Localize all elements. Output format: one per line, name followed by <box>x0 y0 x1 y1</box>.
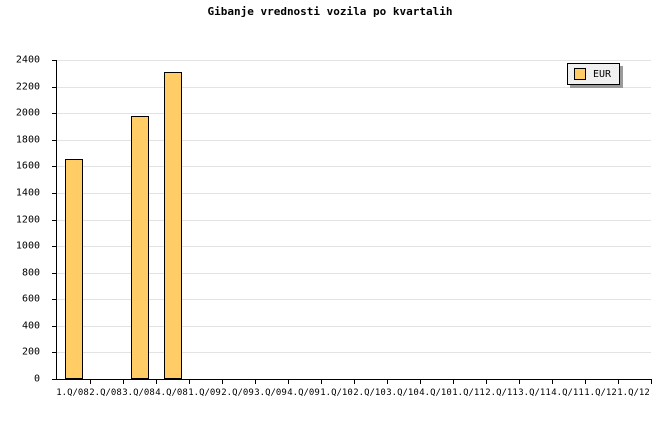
x-axis-tick-label: 4.Q/09 <box>287 388 320 398</box>
x-axis-tick <box>618 379 619 384</box>
chart-legend[interactable]: EUR <box>567 63 621 85</box>
x-axis-tick <box>90 379 91 384</box>
y-axis-tick-label: 1600 <box>15 160 40 172</box>
y-axis-tick <box>52 325 57 327</box>
x-axis-tick <box>387 379 388 384</box>
y-axis-tick-label: 2400 <box>15 54 40 66</box>
x-axis-tick <box>321 379 322 384</box>
y-axis-tick-label: 600 <box>21 293 40 305</box>
x-axis-tick-label: 1.Q/11 <box>452 388 485 398</box>
x-axis-tick <box>585 379 586 384</box>
x-axis-tick-label: 4.Q/10 <box>419 388 452 398</box>
y-axis-tick-label: 1200 <box>15 214 40 225</box>
y-axis-tick <box>52 86 57 88</box>
x-axis-tick <box>156 379 157 384</box>
bar[interactable] <box>163 71 182 379</box>
gridline <box>57 352 651 354</box>
x-axis-tick-label: 2.Q/10 <box>353 388 386 398</box>
x-axis-tick-label: 1.Q/09 <box>188 388 221 398</box>
y-axis-tick <box>52 219 57 221</box>
y-axis-tick <box>52 139 57 141</box>
bar[interactable] <box>64 159 83 379</box>
gridline <box>57 246 651 248</box>
x-axis-tick <box>420 379 421 384</box>
gridline <box>57 219 651 221</box>
legend-swatch-eur <box>574 68 586 80</box>
gridline <box>57 299 651 301</box>
plot-area <box>52 60 652 384</box>
y-axis-tick-label: 1400 <box>15 187 40 199</box>
x-axis-tick-label: 1.Q/12 <box>584 388 617 398</box>
x-axis-tick-label: 2.Q/11 <box>485 388 518 398</box>
y-axis-tick <box>52 192 57 194</box>
bar[interactable] <box>130 116 149 379</box>
y-axis-tick <box>52 113 57 115</box>
y-axis-tick-label: 800 <box>21 267 40 279</box>
x-axis-tick <box>288 379 289 384</box>
x-axis-tick <box>651 379 652 384</box>
x-axis-tick-label: 3.Q/08 <box>122 388 155 398</box>
x-axis-tick-label: 2.Q/08 <box>89 388 122 398</box>
x-axis-tick-label: 1.Q/12 <box>617 388 650 398</box>
x-axis-tick-label: 3.Q/10 <box>386 388 419 398</box>
y-axis-tick <box>52 379 57 380</box>
gridline <box>57 272 651 274</box>
x-axis-tick <box>486 379 487 384</box>
gridline <box>57 325 651 327</box>
y-axis-tick <box>52 60 57 61</box>
x-axis-tick-label: 2.Q/09 <box>221 388 254 398</box>
y-axis-tick <box>52 272 57 274</box>
y-axis-tick-label: 0 <box>33 373 40 385</box>
gridline <box>57 166 651 168</box>
y-axis-tick-label: 200 <box>21 346 40 358</box>
y-axis-tick <box>52 166 57 168</box>
y-axis-tick-label: 2000 <box>15 107 40 119</box>
y-axis-tick <box>52 352 57 354</box>
x-axis-tick <box>123 379 124 384</box>
gridline <box>57 192 651 194</box>
y-axis-tick <box>52 299 57 301</box>
x-axis-tick-label: 4.Q/11 <box>551 388 584 398</box>
x-axis-tick <box>453 379 454 384</box>
x-axis-tick <box>189 379 190 384</box>
y-axis-tick-label: 1000 <box>15 240 40 252</box>
y-axis-tick-label: 2200 <box>15 81 40 93</box>
gridline <box>57 113 651 115</box>
gridline <box>57 139 651 141</box>
x-axis-tick <box>354 379 355 384</box>
x-axis-tick-label: 1.Q/10 <box>320 388 353 398</box>
gridline <box>57 86 651 88</box>
x-axis: 1.Q/08 2.Q/08 3.Q/08 4.Q/08 1.Q/09 2.Q/09 3.Q/… <box>56 388 650 402</box>
legend-label-eur: EUR <box>593 68 612 80</box>
y-axis-tick-label: 1800 <box>15 134 40 146</box>
x-axis-tick-label: 4.Q/08 <box>155 388 188 398</box>
x-axis-tick <box>255 379 256 384</box>
y-axis-tick-label: 400 <box>21 320 40 332</box>
gridline <box>57 60 651 61</box>
x-axis-tick <box>519 379 520 384</box>
x-axis-tick <box>552 379 553 384</box>
x-axis-tick-label: 1.Q/08 <box>56 388 89 398</box>
chart-title: Gibanje vrednosti vozila po kvartalih <box>207 5 453 18</box>
x-axis-tick-label: 3.Q/11 <box>518 388 551 398</box>
x-axis-tick-label: 3.Q/09 <box>254 388 287 398</box>
x-axis-tick <box>222 379 223 384</box>
y-axis-tick <box>52 246 57 248</box>
